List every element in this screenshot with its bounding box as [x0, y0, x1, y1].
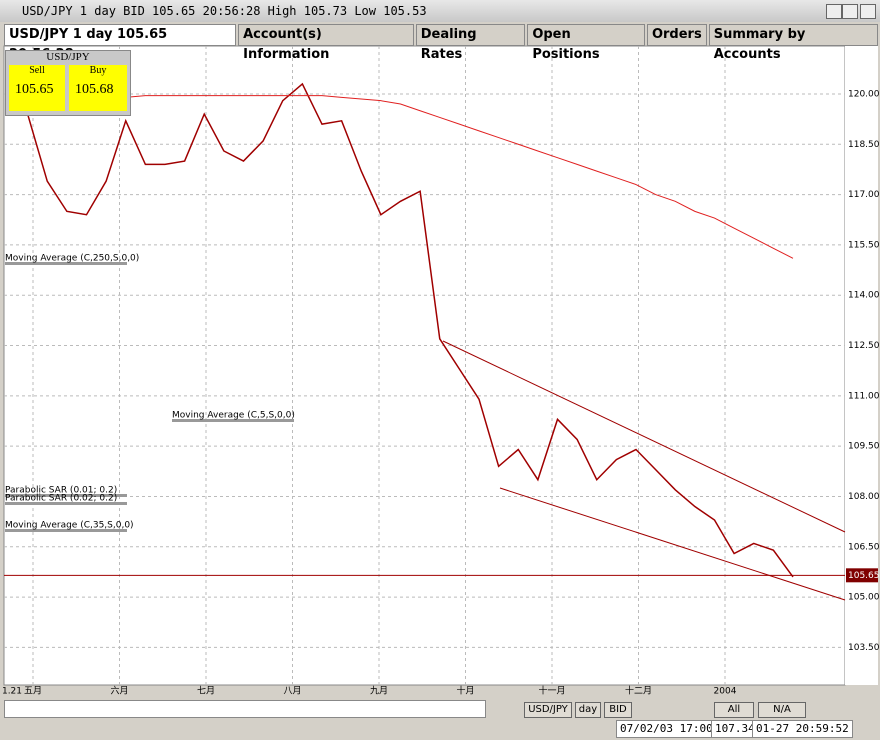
x-tick-label: 六月 — [110, 685, 128, 697]
y-tick-label: 108.00 — [848, 492, 880, 502]
x-tick-label: 十月 — [456, 685, 474, 697]
y-tick-label: 114.00 — [848, 291, 880, 301]
minimize[interactable] — [826, 4, 842, 19]
x-tick-label: 八月 — [283, 686, 301, 697]
y-tick-label: 105.00 — [848, 593, 880, 603]
scrollbar[interactable] — [4, 700, 486, 718]
tab[interactable]: Summary by Accounts — [708, 24, 878, 62]
tab-bar: USD/JPY 1 day 105.65 20:56:28Account(s) … — [4, 24, 880, 62]
toolbar-button[interactable]: day — [575, 702, 601, 718]
y-tick-label: 115.50 — [848, 240, 880, 250]
title-bar: USD/JPY 1 day BID 105.65 20:56:28 High 1… — [0, 0, 880, 22]
y-tick-label: 109.50 — [848, 442, 880, 452]
x-tick-label: 2004 — [714, 687, 737, 697]
x-tick-label: 十二月 — [625, 685, 652, 697]
indicator-label: Parabolic SAR (0.01; 0.2) — [5, 486, 117, 496]
channel-line — [499, 487, 846, 601]
indicator-shadow — [5, 494, 127, 497]
y-tick-label: 106.50 — [848, 542, 880, 552]
indicator-label: Moving Average (C,5,S,0,0) — [172, 411, 295, 421]
sell-label: Sell — [29, 65, 45, 76]
indicator-label: Moving Average (C,35,S,0,0) — [5, 521, 134, 531]
buy-box[interactable]: Buy 105.68 — [69, 65, 127, 111]
maximize[interactable] — [842, 4, 858, 19]
indicator-shadow — [172, 419, 294, 422]
tab[interactable]: Orders — [646, 24, 707, 46]
quote-box: USD/JPY Sell 105.65 Buy 105.68 — [5, 50, 131, 116]
y-tick-label: 112.50 — [848, 341, 880, 351]
x-tick-label: 十一月 — [538, 685, 565, 697]
x-tick-label: 1.21 — [2, 687, 22, 697]
channel-line — [442, 340, 846, 533]
tab[interactable]: Dealing Rates — [415, 24, 526, 62]
x-tick-label: 五月 — [24, 686, 42, 697]
price-line — [8, 95, 794, 259]
indicator-label: Moving Average (C,250,S,0,0) — [5, 254, 139, 264]
y-tick-label: 118.50 — [848, 140, 880, 150]
indicator-shadow — [5, 262, 127, 265]
indicator-shadow — [5, 502, 127, 505]
plot-area — [3, 45, 846, 686]
y-tick-label: 111.00 — [848, 391, 880, 401]
indicator-shadow — [5, 529, 127, 532]
toolbar-button[interactable]: N/A — [758, 702, 806, 718]
status-time: 07/02/03 17:00 — [616, 720, 717, 738]
tab[interactable]: Open Positions — [527, 24, 645, 62]
window-title: USD/JPY 1 day BID 105.65 20:56:28 High 1… — [22, 4, 427, 18]
status-clock: 01-27 20:59:52 — [752, 720, 853, 738]
toolbar-button[interactable]: BID — [604, 702, 632, 718]
y-tick-label: 103.50 — [848, 643, 880, 653]
x-tick-label: 九月 — [370, 686, 388, 697]
close[interactable] — [860, 4, 876, 19]
buy-price: 105.68 — [75, 82, 114, 97]
last-price-label: 105.65 — [848, 571, 880, 581]
tab[interactable]: USD/JPY 1 day 105.65 20:56:28 — [4, 24, 237, 62]
x-tick-label: 七月 — [197, 686, 215, 697]
sell-price: 105.65 — [15, 82, 54, 97]
quote-symbol: USD/JPY — [46, 51, 90, 63]
toolbar-button[interactable]: USD/JPY — [524, 702, 572, 718]
price-line — [7, 82, 794, 578]
indicator-label: Parabolic SAR (0.02; 0.2) — [5, 494, 117, 504]
y-tick-label: 120.00 — [848, 89, 880, 99]
last-price-box — [846, 568, 878, 583]
y-tick-label: 117.00 — [848, 190, 880, 200]
toolbar-button[interactable]: All — [714, 702, 754, 718]
buy-label: Buy — [89, 65, 107, 76]
sell-box[interactable]: Sell 105.65 — [9, 65, 65, 111]
status-price: 107.34 — [711, 720, 759, 738]
tab[interactable]: Account(s) Information — [238, 24, 414, 62]
